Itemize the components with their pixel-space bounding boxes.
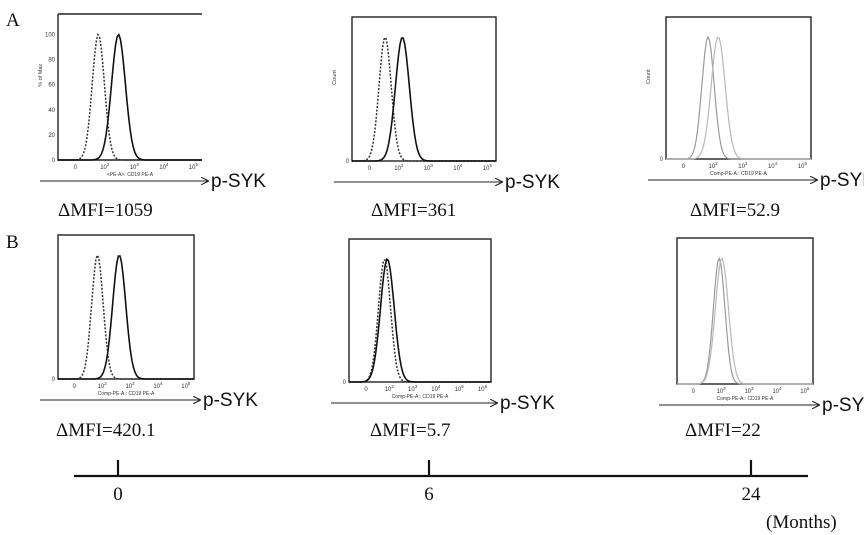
x-tick-b0-2: 103	[125, 381, 135, 390]
x-tick-b1-2: 103	[408, 384, 418, 393]
x-tick-a0-1: 102	[100, 162, 110, 171]
y-tick-a0-3: 60	[48, 83, 55, 89]
x-tick-a1-0: 0	[368, 166, 372, 172]
y-tick-b0-0: 0	[52, 377, 56, 383]
x-tick-a1-1: 102	[394, 163, 404, 172]
x-tick-a1-4: 105	[483, 163, 493, 172]
x-tick-b2-2: 103	[744, 386, 754, 395]
x-tick-a1-2: 103	[424, 163, 434, 172]
histogram-curve-a0-solid	[58, 32, 202, 161]
y-axis-label-a2: Count	[646, 69, 652, 84]
histogram-curve-b1-dotted	[349, 259, 491, 383]
histogram-a1: 0 Count 0 102 103 104 105 p-SYK	[332, 16, 560, 193]
x-tick-a2-0: 0	[682, 164, 686, 170]
x-tick-b1-1: 102	[385, 384, 395, 393]
x-tick-a0-0: 0	[74, 165, 78, 171]
y-tick-a1-0: 0	[346, 159, 350, 165]
delta-mfi-a0: ΔMFI=1059	[58, 200, 153, 221]
y-axis-label-a1: Count	[332, 70, 338, 85]
frame-a0	[57, 13, 202, 161]
x-tick-a0-4: 105	[189, 162, 199, 171]
x-tick-b0-3: 104	[153, 381, 163, 390]
x-axis-label-b0: Comp-PE-A:: CD19 PE-A	[98, 391, 155, 397]
y-tick-a0-5: 100	[45, 32, 56, 38]
x-tick-a2-4: 105	[798, 161, 808, 170]
x-tick-b1-0: 0	[364, 387, 368, 393]
x-tick-b2-4: 105	[800, 386, 810, 395]
histogram-curve-b1-solid	[349, 257, 491, 383]
x-tick-a1-3: 104	[453, 163, 463, 172]
timeline: 0 6 24 (Months)	[74, 460, 837, 533]
x-tick-a0-3: 104	[159, 162, 169, 171]
y-tick-a2-0: 0	[660, 157, 664, 163]
x-tick-b0-1: 102	[98, 381, 108, 390]
y-tick-a0-1: 20	[48, 133, 55, 139]
y-tick-a0-4: 80	[48, 58, 55, 64]
histogram-curve-a1-solid	[352, 37, 496, 162]
frame-b1	[348, 238, 492, 383]
timeline-label-6: 6	[424, 484, 434, 505]
x-axis-label-a2: Comp-PE-A:: CD19 PE-A	[710, 171, 767, 177]
histogram-curve-b2-light	[677, 256, 813, 385]
x-tick-a2-3: 104	[768, 161, 778, 170]
psyk-label-b2: p-SYK	[822, 395, 864, 416]
timeline-unit-label: (Months)	[766, 512, 837, 533]
x-tick-b1-3: 104	[431, 384, 441, 393]
delta-mfi-b1: ΔMFI=5.7	[370, 420, 450, 441]
psyk-label-b1: p-SYK	[500, 393, 555, 414]
x-tick-b0-0: 0	[73, 384, 77, 390]
panel-label-b: B	[6, 232, 19, 253]
x-tick-b2-0: 0	[692, 389, 696, 395]
x-axis-label-b1: Comp-PE-A:: CD19 PE-A	[392, 394, 449, 400]
y-tick-a0-0: 0	[52, 158, 56, 164]
psyk-label-a0: p-SYK	[211, 171, 266, 192]
timeline-label-24: 24	[742, 484, 762, 505]
psyk-label-a2: p-SYK	[820, 170, 864, 191]
histogram-curve-b0-dotted	[58, 253, 194, 380]
x-axis-label-b2: Comp-PE-A:: CD19 PE-A	[717, 396, 774, 402]
panel-label-a: A	[6, 10, 20, 31]
y-tick-a0-2: 40	[48, 108, 55, 114]
y-axis-label-a0: % of Max	[38, 64, 44, 87]
histogram-curve-a2-light	[666, 35, 811, 160]
x-tick-a0-2: 103	[130, 162, 140, 171]
delta-mfi-b2: ΔMFI=22	[685, 420, 761, 441]
histogram-curve-a0-dotted	[58, 32, 202, 161]
histogram-curve-b2-lighter	[677, 257, 813, 385]
psyk-label-b0: p-SYK	[203, 390, 258, 411]
delta-mfi-a1: ΔMFI=361	[371, 200, 456, 221]
x-tick-b0-4: 105	[181, 381, 191, 390]
delta-mfi-b0: ΔMFI=420.1	[56, 420, 155, 441]
x-tick-b2-3: 104	[772, 386, 782, 395]
histogram-curve-a2-lighter	[666, 36, 811, 160]
x-axis-label-a0: <PE-A>: CD19 PE-A	[107, 172, 154, 178]
x-tick-a2-1: 102	[709, 161, 719, 170]
frame-b2	[676, 237, 814, 385]
timeline-label-0: 0	[113, 484, 123, 505]
y-tick-b1-0: 0	[343, 380, 347, 386]
x-tick-b2-1: 102	[717, 386, 727, 395]
frame-a2	[665, 16, 812, 160]
frame-b0	[57, 234, 195, 380]
histogram-curve-b0-solid	[58, 255, 194, 380]
x-tick-b1-4: 105	[455, 384, 465, 393]
histogram-a0: 0 20 40 60 80 100 % of Max 0 102 103 104 105 <PE-A>:…	[38, 13, 266, 192]
delta-mfi-a2: ΔMFI=52.9	[690, 200, 780, 221]
psyk-label-a1: p-SYK	[505, 172, 560, 193]
x-tick-b1-5: 106	[478, 384, 488, 393]
histogram-curve-a1-dotted	[352, 35, 496, 162]
x-tick-a2-2: 103	[738, 161, 748, 170]
